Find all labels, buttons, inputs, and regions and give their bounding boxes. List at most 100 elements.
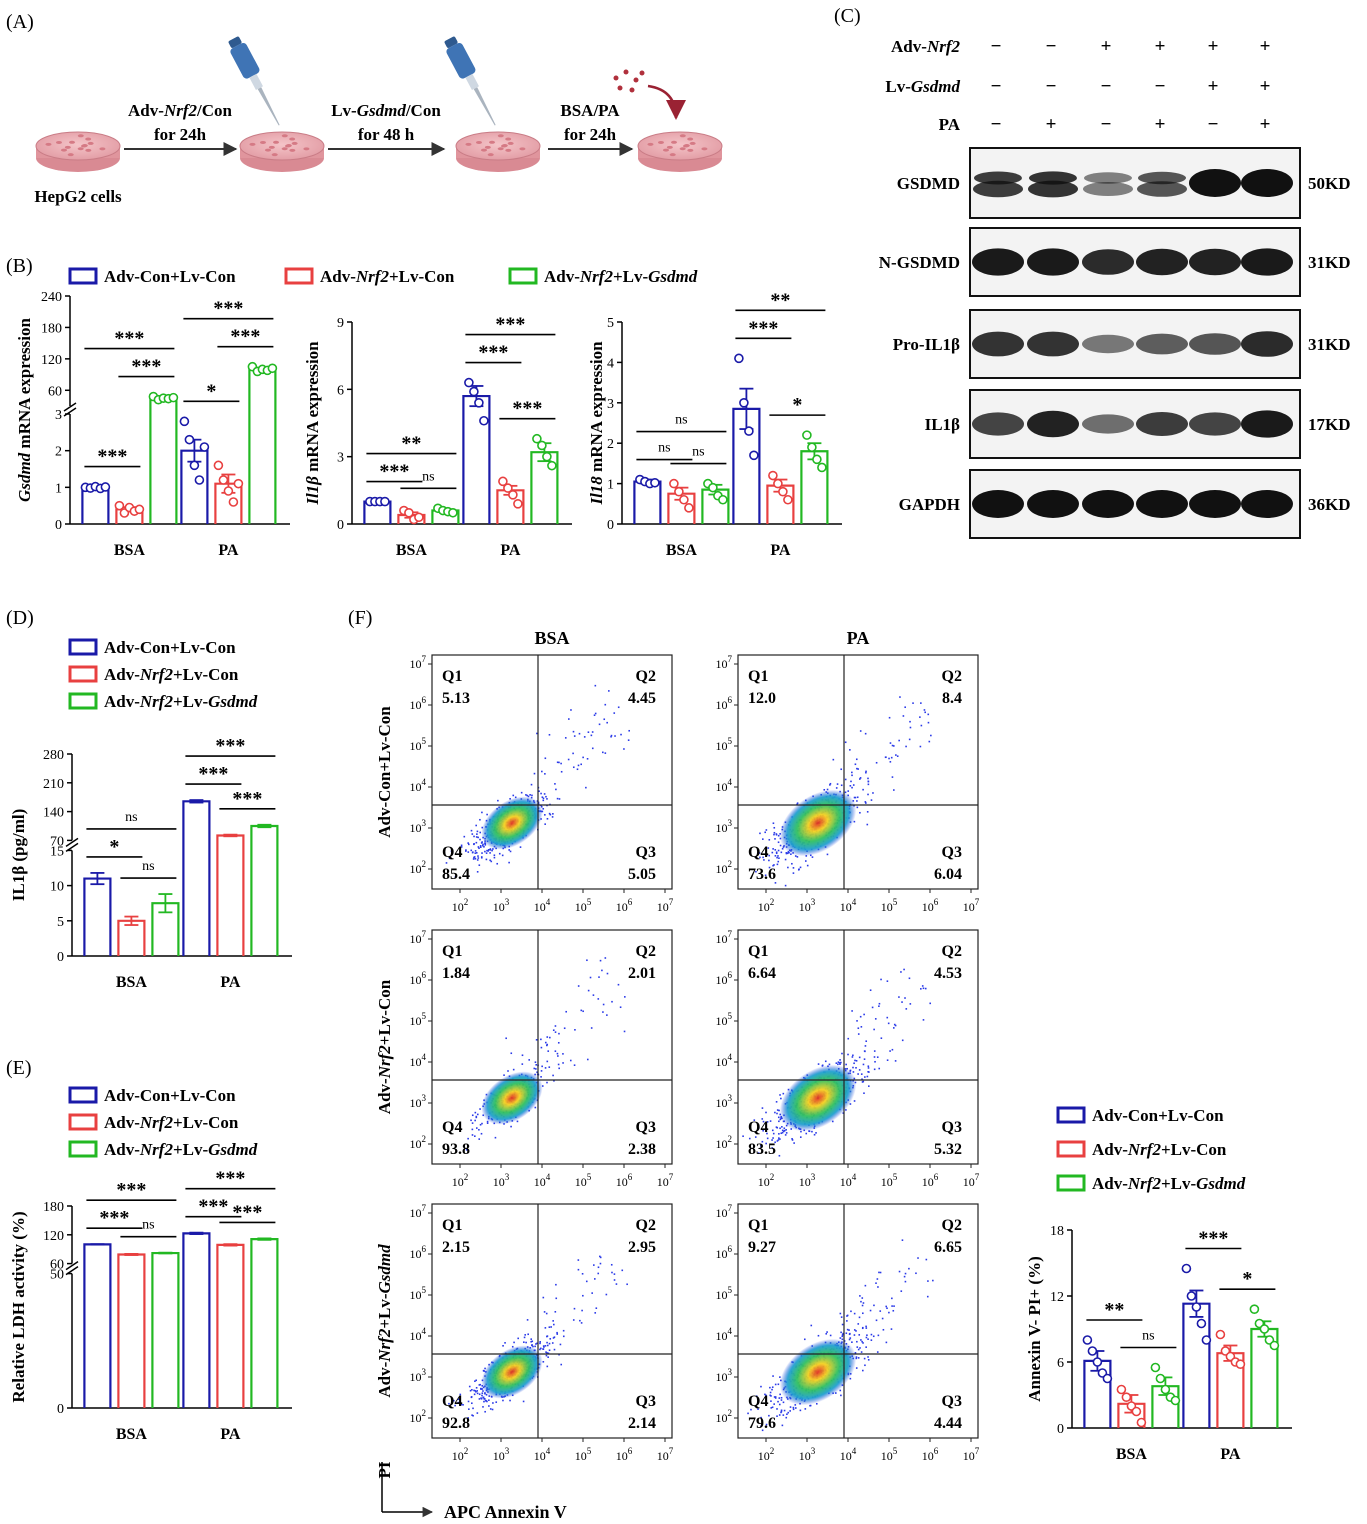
data-point bbox=[380, 496, 390, 507]
event-dot bbox=[765, 1394, 767, 1397]
event-dot bbox=[548, 812, 551, 815]
event-dot bbox=[789, 1410, 791, 1412]
event-dot bbox=[778, 1133, 780, 1135]
event-dot bbox=[864, 1076, 866, 1078]
event-dot bbox=[488, 1395, 491, 1397]
event-dot bbox=[547, 1352, 550, 1355]
event-dot bbox=[581, 1272, 584, 1275]
x-tick-label: 106 bbox=[616, 1172, 633, 1189]
event-dot bbox=[486, 1120, 489, 1123]
wb-condition-sign: + bbox=[1208, 36, 1219, 57]
data-point bbox=[778, 486, 788, 497]
event-dot bbox=[766, 854, 768, 856]
event-dot bbox=[885, 1305, 888, 1308]
event-dot bbox=[619, 1006, 622, 1009]
event-dot bbox=[587, 731, 590, 734]
band bbox=[1241, 248, 1293, 276]
event-dot bbox=[855, 758, 858, 761]
data-point bbox=[669, 478, 679, 489]
event-dot bbox=[471, 1402, 473, 1405]
event-dot bbox=[845, 1109, 847, 1111]
event-dot bbox=[540, 1347, 542, 1350]
event-dot bbox=[502, 1399, 504, 1402]
event-dot bbox=[780, 1097, 782, 1100]
data-point bbox=[807, 442, 817, 453]
event-dot bbox=[530, 1338, 533, 1340]
density-core bbox=[779, 1338, 857, 1406]
event-dot bbox=[759, 856, 761, 859]
event-dot bbox=[920, 724, 923, 727]
event-dot bbox=[553, 1348, 556, 1351]
event-dot bbox=[521, 1054, 524, 1057]
x-tick-label: 106 bbox=[922, 1446, 939, 1463]
event-dot bbox=[467, 1137, 469, 1140]
event-dot bbox=[857, 1357, 860, 1359]
event-dot bbox=[598, 976, 600, 978]
event-dot bbox=[614, 735, 616, 737]
cell-dot bbox=[475, 140, 482, 144]
event-dot bbox=[855, 1357, 858, 1360]
petri-dish-icon bbox=[239, 131, 325, 172]
event-dot bbox=[796, 856, 799, 858]
density-core bbox=[481, 1345, 543, 1399]
event-dot bbox=[762, 1129, 764, 1132]
event-dot bbox=[779, 1393, 781, 1396]
event-dot bbox=[863, 1058, 866, 1060]
event-dot bbox=[831, 1120, 834, 1123]
event-dot bbox=[861, 1340, 863, 1343]
wb-condition-sign: − bbox=[1155, 76, 1166, 97]
event-dot bbox=[792, 872, 795, 874]
quadrant-name: Q4 bbox=[748, 844, 768, 861]
event-dot bbox=[525, 794, 527, 796]
event-dot bbox=[549, 1338, 552, 1340]
cell-dot bbox=[289, 148, 296, 152]
event-dot bbox=[509, 850, 512, 853]
significance-label: ns bbox=[142, 1218, 154, 1233]
event-dot bbox=[540, 805, 543, 808]
event-dot bbox=[508, 849, 510, 851]
event-dot bbox=[908, 1267, 910, 1270]
event-dot bbox=[543, 793, 546, 795]
event-dot bbox=[602, 1011, 604, 1013]
event-dot bbox=[605, 1293, 608, 1296]
event-dot bbox=[462, 1403, 464, 1406]
legend-swatch bbox=[1056, 1106, 1086, 1124]
event-dot bbox=[610, 1263, 613, 1266]
event-dot bbox=[926, 1295, 929, 1298]
event-dot bbox=[778, 1137, 780, 1139]
event-dot bbox=[554, 1050, 557, 1052]
event-dot bbox=[558, 798, 561, 800]
event-dot bbox=[544, 757, 547, 760]
cell-dot bbox=[69, 140, 76, 144]
event-dot bbox=[772, 822, 775, 825]
event-dot bbox=[530, 783, 533, 786]
event-dot bbox=[859, 778, 861, 780]
significance-label: *** bbox=[230, 326, 260, 348]
y-tick-label: 106 bbox=[716, 695, 733, 712]
event-dot bbox=[909, 726, 912, 729]
event-dot bbox=[874, 1060, 876, 1063]
event-dot bbox=[546, 1341, 548, 1344]
event-dot bbox=[599, 959, 602, 962]
event-dot bbox=[765, 829, 768, 831]
event-dot bbox=[475, 852, 478, 854]
flow-plot: Q1 12.0 Q2 8.4 Q4 73.6 Q3 6.04 102 102 103 103 104 10… bbox=[716, 654, 980, 914]
y-tick-label: 180 bbox=[43, 1200, 64, 1215]
event-dot bbox=[531, 794, 533, 797]
event-dot bbox=[796, 803, 798, 806]
event-dot bbox=[853, 1329, 856, 1331]
y-tick-label: 5 bbox=[57, 915, 64, 930]
event-dot bbox=[794, 855, 797, 857]
event-dot bbox=[901, 1001, 903, 1003]
event-dot bbox=[849, 1103, 852, 1105]
event-dot bbox=[904, 706, 906, 709]
event-dot bbox=[448, 857, 451, 860]
event-dot bbox=[539, 1341, 541, 1343]
event-dot bbox=[857, 1027, 860, 1030]
event-dot bbox=[477, 857, 480, 859]
band bbox=[1027, 331, 1079, 357]
plot-frame bbox=[737, 1203, 979, 1439]
event-dot bbox=[509, 797, 511, 800]
x-tick-label: 104 bbox=[840, 1172, 857, 1189]
